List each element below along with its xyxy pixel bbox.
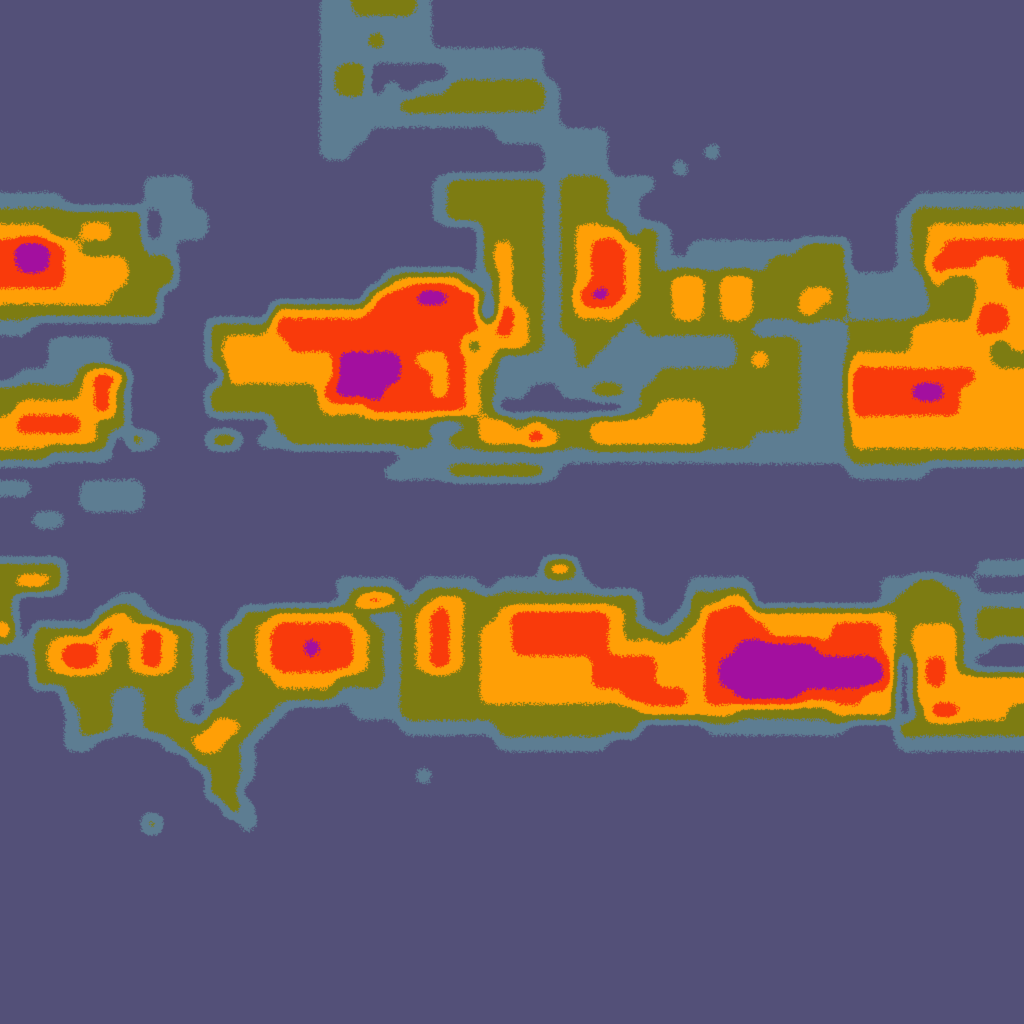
- simulation-field-view: [0, 0, 1024, 1024]
- field-canvas: [0, 0, 1024, 1024]
